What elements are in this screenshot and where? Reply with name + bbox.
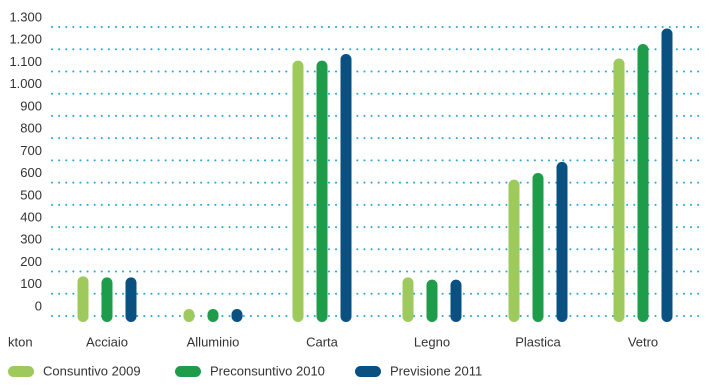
y-tick-label: 100: [20, 276, 42, 291]
bar: [207, 308, 219, 322]
y-tick-label: 400: [20, 210, 42, 225]
bar: [316, 60, 328, 322]
legend-label: Preconsuntivo 2010: [210, 363, 325, 378]
y-tick-label: 1.100: [9, 54, 42, 69]
x-tick-label: Acciaio: [86, 334, 128, 349]
bar: [77, 276, 89, 322]
x-tick-label: Carta: [306, 334, 339, 349]
y-tick-label: 700: [20, 143, 42, 158]
bar: [508, 179, 520, 322]
bar: [101, 277, 113, 322]
y-tick-label: 500: [20, 187, 42, 202]
y-tick-label: 1.200: [9, 32, 42, 47]
bar: [613, 58, 625, 322]
y-tick-label: 1.300: [9, 9, 42, 24]
legend-swatch: [355, 366, 381, 377]
legend-swatch: [175, 366, 201, 377]
legend-label: Previsione 2011: [390, 363, 482, 378]
x-tick-label: Legno: [414, 334, 450, 349]
y-tick-label: 900: [20, 98, 42, 113]
x-tick-label: Plastica: [515, 334, 561, 349]
legend-label: Consuntivo 2009: [43, 363, 141, 378]
bar: [402, 277, 414, 322]
bar: [183, 308, 195, 322]
bar: [231, 308, 243, 322]
y-axis-label: kton: [8, 334, 33, 349]
y-tick-label: 1.000: [9, 76, 42, 91]
y-tick-label: 200: [20, 254, 42, 269]
legend-swatch: [8, 366, 34, 377]
bar: [532, 172, 544, 322]
y-tick-label: 0: [35, 298, 42, 313]
y-tick-label: 600: [20, 165, 42, 180]
bar: [125, 277, 137, 322]
bar: [637, 44, 649, 322]
bar: [340, 54, 352, 323]
bar: [426, 279, 438, 322]
bar: [661, 28, 673, 322]
bar: [292, 60, 304, 322]
x-tick-label: Vetro: [628, 334, 658, 349]
bar: [556, 161, 568, 322]
bar: [450, 279, 462, 322]
y-tick-label: 300: [20, 232, 42, 247]
x-tick-label: Alluminio: [187, 334, 240, 349]
y-tick-label: 800: [20, 121, 42, 136]
